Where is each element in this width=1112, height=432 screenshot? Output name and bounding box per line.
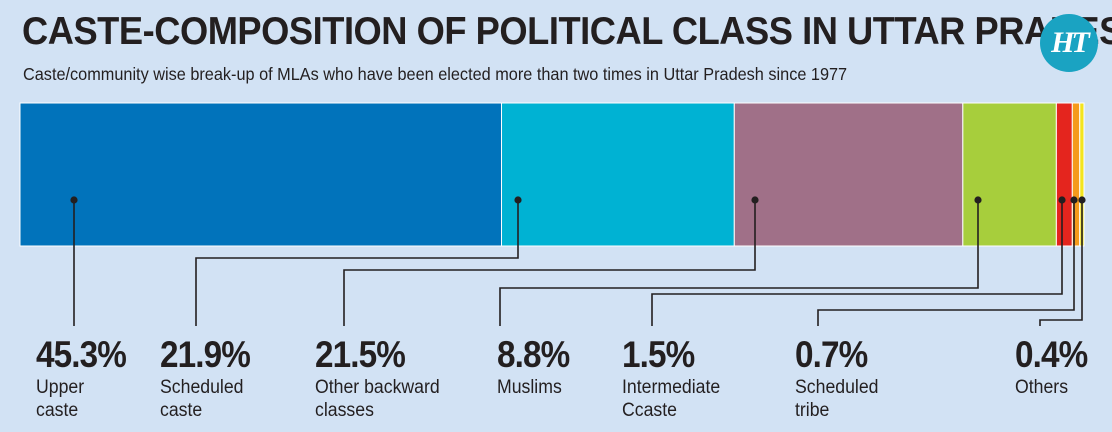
segment-value: 1.5% — [622, 334, 695, 375]
leader-line-3 — [499, 200, 979, 326]
chart-subtitle: Caste/community wise break-up of MLAs wh… — [23, 64, 848, 84]
leader-dot-5 — [1070, 196, 1078, 204]
leader-dot-6 — [1078, 196, 1086, 204]
leader-dot-3 — [974, 196, 982, 204]
leader-line-4 — [651, 200, 1063, 326]
bar-segment-1 — [501, 102, 735, 247]
segment-value: 45.3% — [36, 334, 127, 375]
bar-segment-2 — [733, 102, 964, 247]
leader-line-5 — [817, 200, 1075, 326]
segment-label-2: 21.5% Other backward classes — [315, 336, 485, 422]
leader-line-2 — [343, 200, 756, 326]
segment-value: 0.4% — [1015, 334, 1088, 375]
segment-label-3: 8.8% Muslims — [497, 336, 667, 399]
ht-logo: HT — [1040, 14, 1098, 72]
leader-line-6 — [1039, 200, 1083, 326]
bar-segment-4 — [1055, 102, 1073, 247]
segment-category: Scheduled tribe — [795, 377, 879, 421]
bar-segment-0 — [19, 102, 503, 247]
segment-category: Muslims — [497, 377, 562, 398]
bar-segment-3 — [962, 102, 1057, 247]
segment-label-6: 0.4% Others — [1015, 336, 1112, 399]
segment-category: Other backward classes — [315, 377, 440, 421]
segment-label-4: 1.5% Intermediate Ccaste — [622, 336, 792, 422]
segment-category: Upper caste — [36, 377, 85, 421]
segment-category: Intermediate Ccaste — [622, 377, 721, 421]
leader-dot-0 — [70, 196, 78, 204]
segment-label-1: 21.9% Scheduled caste — [160, 336, 330, 422]
segment-label-5: 0.7% Scheduled tribe — [795, 336, 965, 422]
segment-category: Scheduled caste — [160, 377, 244, 421]
segment-value: 21.9% — [160, 334, 251, 375]
leader-dot-4 — [1058, 196, 1066, 204]
segment-value: 0.7% — [795, 334, 868, 375]
segment-label-0: 45.3% Upper caste — [36, 336, 206, 422]
chart-title: CASTE-COMPOSITION OF POLITICAL CLASS IN … — [22, 10, 1112, 53]
segment-value: 21.5% — [315, 334, 406, 375]
segment-category: Others — [1015, 377, 1069, 398]
segment-value: 8.8% — [497, 334, 570, 375]
leader-line-1 — [195, 200, 519, 326]
leader-dot-2 — [751, 196, 759, 204]
leader-dot-1 — [514, 196, 522, 204]
